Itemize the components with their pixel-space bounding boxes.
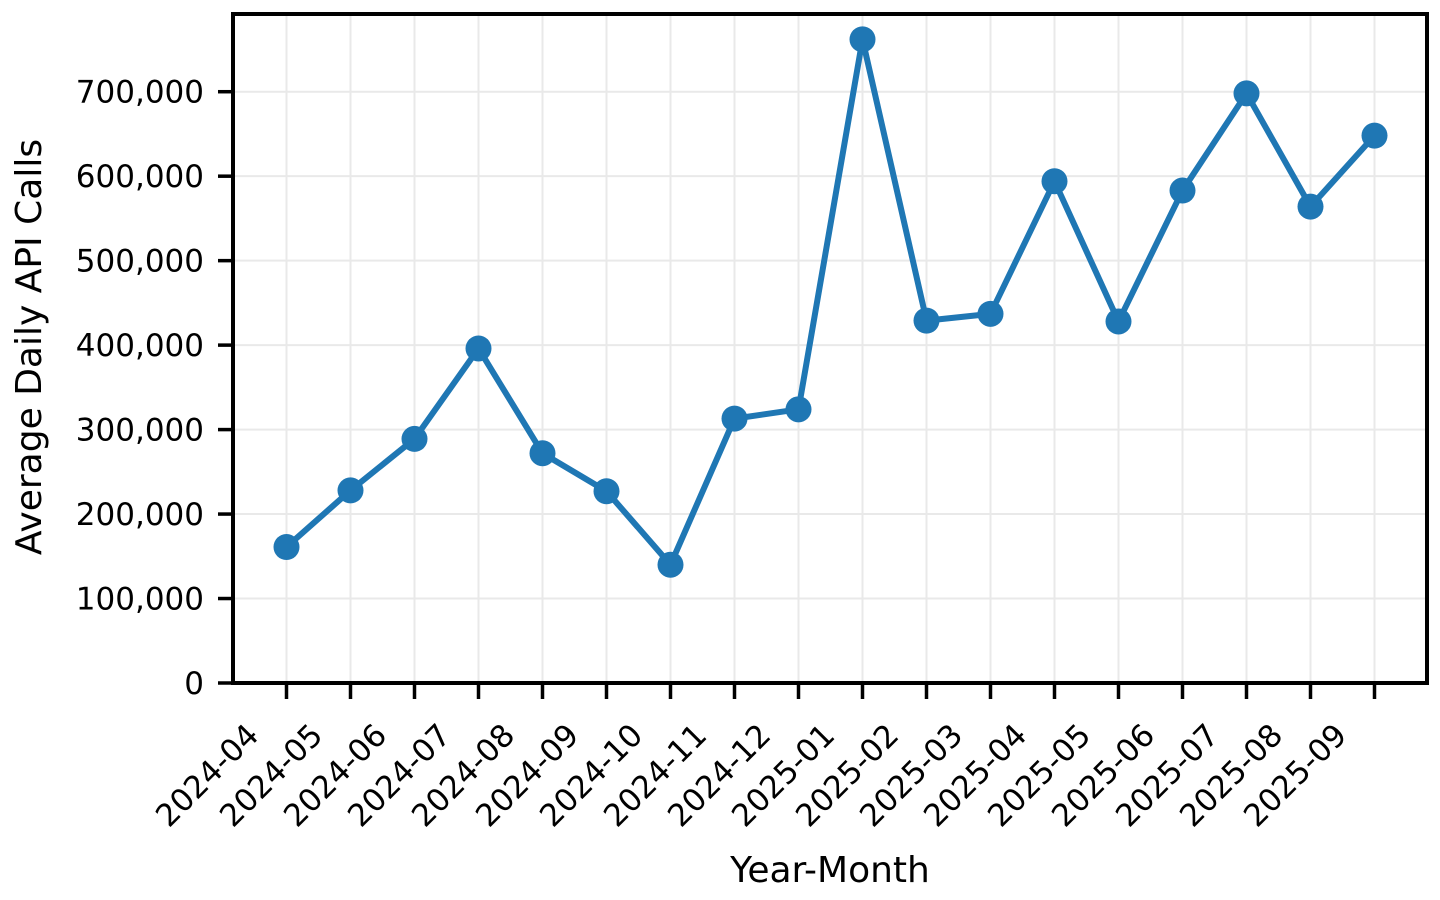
y-tick-label: 200,000 <box>76 497 204 533</box>
data-point-marker <box>465 335 492 362</box>
y-tick-label: 0 <box>184 666 204 702</box>
data-point-marker <box>785 396 812 423</box>
data-point-marker <box>273 534 300 561</box>
y-tick-label: 600,000 <box>76 159 204 195</box>
data-point-marker <box>913 307 940 334</box>
data-point-marker <box>1169 177 1196 204</box>
data-point-marker <box>1233 80 1260 107</box>
data-point-marker <box>977 300 1004 327</box>
data-point-marker <box>1297 193 1324 220</box>
x-axis-title: Year-Month <box>730 850 930 891</box>
data-point-marker <box>1105 308 1132 335</box>
y-tick-label: 100,000 <box>76 582 204 618</box>
series-line <box>283 36 1378 568</box>
data-point-marker <box>1041 168 1068 195</box>
plot-border <box>231 12 1429 685</box>
y-tick-label: 500,000 <box>76 244 204 280</box>
data-point-marker <box>529 440 556 467</box>
y-tick-label: 700,000 <box>76 75 204 111</box>
y-tick-label: 300,000 <box>76 413 204 449</box>
data-point-marker <box>657 551 684 578</box>
y-axis-title: Average Daily API Calls <box>9 138 50 556</box>
data-point-marker <box>593 478 620 505</box>
data-point-marker <box>401 425 428 452</box>
data-point-marker <box>849 26 876 53</box>
data-point-marker <box>337 477 364 504</box>
data-point-marker <box>721 405 748 432</box>
y-tick-label: 400,000 <box>76 328 204 364</box>
data-point-marker <box>1361 122 1388 149</box>
